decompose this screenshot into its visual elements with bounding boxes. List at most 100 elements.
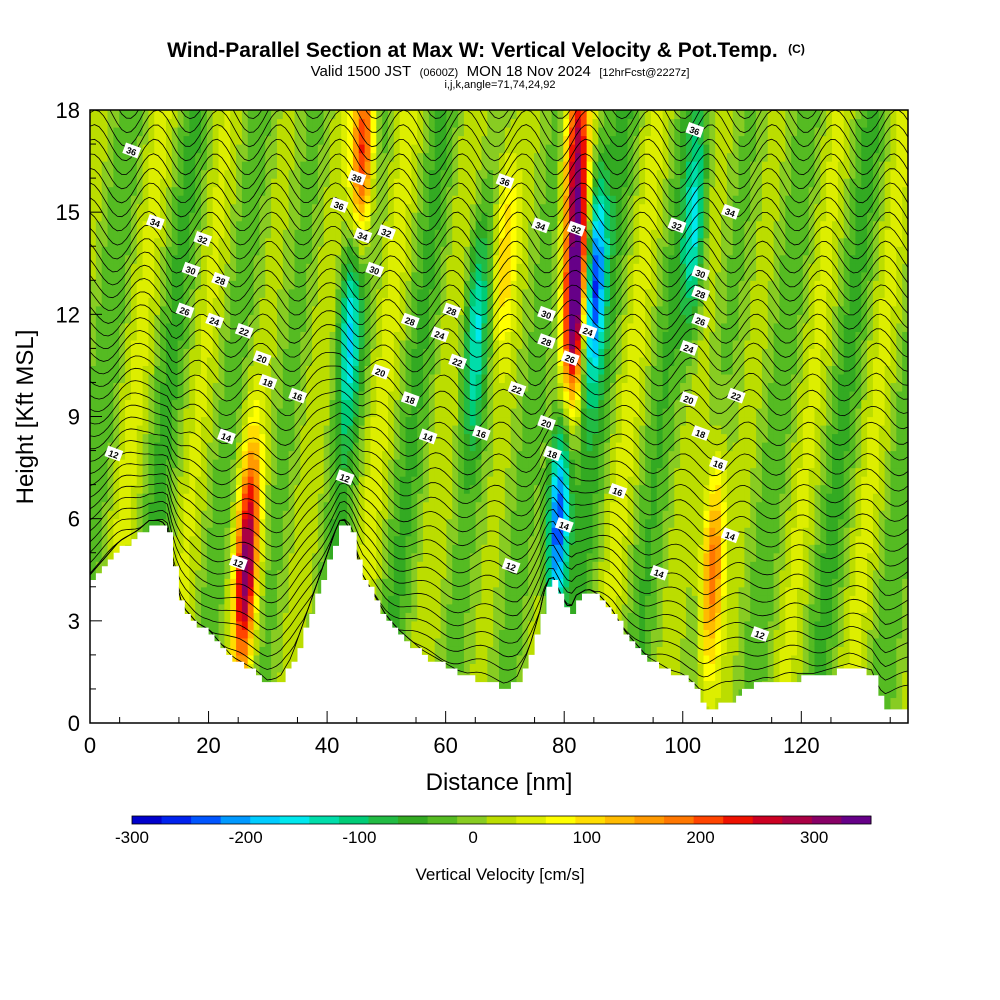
w-cell	[417, 416, 424, 426]
w-cell	[440, 135, 448, 145]
w-cell	[282, 459, 290, 469]
w-cell	[265, 314, 272, 324]
w-cell	[288, 637, 296, 647]
w-cell	[370, 288, 377, 298]
w-cell	[405, 518, 412, 528]
w-cell	[282, 297, 290, 307]
w-cell	[312, 246, 319, 256]
w-cell	[154, 152, 161, 162]
w-cell	[154, 144, 161, 154]
w-cell	[434, 110, 442, 120]
w-cell	[376, 246, 383, 256]
w-cell	[393, 178, 401, 188]
w-cell	[201, 118, 208, 128]
w-cell	[241, 450, 249, 460]
w-cell	[236, 127, 243, 137]
w-cell	[183, 459, 190, 469]
w-cell	[154, 246, 161, 256]
w-cell	[317, 152, 325, 162]
w-cell	[230, 144, 237, 154]
w-cell	[481, 612, 488, 622]
w-cell	[271, 595, 278, 605]
w-cell	[101, 297, 109, 307]
w-cell	[125, 152, 132, 162]
w-cell	[195, 425, 202, 435]
w-cell	[399, 356, 407, 367]
w-cell	[265, 552, 272, 562]
w-cell	[341, 407, 348, 418]
w-cell	[469, 518, 477, 528]
w-cell	[417, 629, 424, 639]
w-cell	[487, 314, 494, 324]
w-cell	[434, 271, 442, 281]
w-cell	[294, 544, 301, 554]
w-cell	[271, 578, 278, 588]
w-cell	[487, 373, 494, 384]
w-cell	[224, 331, 231, 341]
w-cell	[458, 663, 465, 673]
w-cell	[288, 654, 296, 664]
w-cell	[335, 433, 342, 443]
w-cell	[247, 578, 255, 588]
w-cell	[341, 229, 348, 239]
w-cell	[423, 425, 430, 435]
w-cell	[95, 144, 103, 154]
w-cell	[434, 450, 442, 460]
w-cell	[352, 433, 360, 443]
w-cell	[130, 195, 138, 205]
w-cell	[440, 467, 448, 477]
w-cell	[358, 212, 366, 222]
w-cell	[171, 297, 179, 307]
w-cell	[276, 510, 284, 520]
w-cell	[393, 467, 401, 477]
w-cell	[335, 118, 342, 128]
w-cell	[259, 322, 266, 332]
w-cell	[165, 331, 173, 341]
w-cell	[201, 203, 208, 213]
w-cell	[440, 637, 448, 647]
w-cell	[154, 195, 161, 205]
w-cell	[119, 186, 126, 196]
w-cell	[405, 450, 412, 460]
w-cell	[440, 390, 448, 401]
w-cell	[183, 390, 190, 401]
w-cell	[300, 297, 307, 307]
w-cell	[405, 348, 412, 358]
w-cell	[458, 493, 465, 503]
w-cell	[253, 544, 261, 554]
w-cell	[329, 339, 336, 349]
w-cell	[177, 263, 185, 273]
w-cell	[136, 178, 144, 188]
w-cell	[230, 646, 237, 656]
w-cell	[212, 459, 220, 469]
w-cell	[236, 569, 243, 579]
w-cell	[183, 518, 190, 528]
w-cell	[469, 169, 477, 179]
w-cell	[446, 263, 453, 273]
w-cell	[224, 476, 231, 486]
w-cell	[230, 152, 237, 162]
w-cell	[411, 518, 418, 528]
w-cell	[90, 399, 97, 409]
w-cell	[95, 237, 103, 247]
w-cell	[458, 110, 465, 120]
w-cell	[428, 161, 436, 171]
w-cell	[177, 314, 185, 324]
w-cell	[107, 348, 114, 358]
w-cell	[317, 305, 325, 315]
w-cell	[411, 237, 418, 247]
valid-time-utc: (0600Z)	[420, 67, 459, 79]
w-cell	[463, 390, 471, 401]
w-cell	[125, 365, 132, 375]
w-cell	[481, 254, 488, 264]
w-cell	[481, 467, 488, 477]
w-cell	[95, 339, 103, 349]
w-cell	[370, 433, 377, 443]
w-cell	[183, 407, 190, 418]
w-cell	[463, 263, 471, 273]
w-cell	[241, 467, 249, 477]
w-cell	[288, 110, 296, 120]
w-cell	[183, 433, 190, 443]
w-cell	[440, 620, 448, 630]
w-cell	[101, 339, 109, 349]
